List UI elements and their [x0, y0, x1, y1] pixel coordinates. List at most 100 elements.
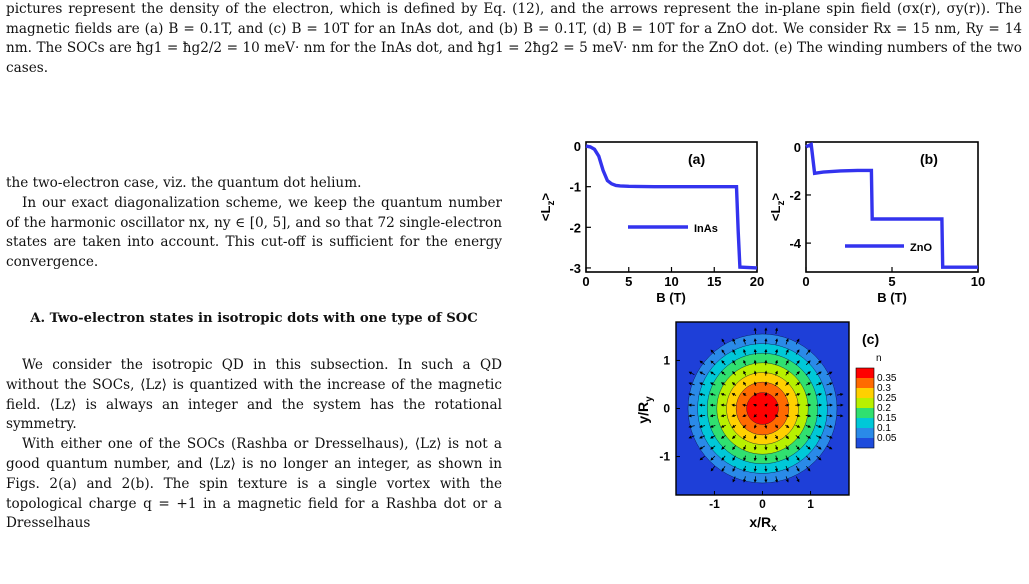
spin-arrow: [785, 434, 789, 440]
spin-arrow: [774, 370, 778, 376]
spin-arrow: [710, 435, 716, 439]
spin-arrow: [699, 424, 706, 428]
spin-arrow: [743, 445, 747, 451]
section-title: Two-electron states in isotropic dots wi…: [49, 310, 478, 326]
panel-b: 0 5 10 0 -2 -4 (b) ZnO B (T) <Lz>: [768, 140, 985, 305]
panel-a-legend-label: InAs: [694, 223, 718, 235]
spin-arrow: [774, 424, 779, 429]
spin-arrow: [732, 360, 736, 366]
spin-arrow: [699, 435, 706, 439]
panel-c-ytick-label: -1: [659, 450, 670, 464]
spin-arrow: [774, 413, 779, 417]
spin-arrow: [731, 414, 737, 418]
spin-arrow: [764, 434, 768, 440]
spin-arrow: [836, 392, 844, 397]
spin-arrow: [753, 434, 757, 440]
spin-arrow: [774, 349, 779, 355]
spin-arrow: [732, 455, 736, 461]
spin-arrow: [721, 465, 726, 472]
spin-arrow: [710, 349, 716, 355]
colorbar-level-label: 0.25: [877, 393, 897, 404]
spin-arrow: [816, 445, 822, 450]
spin-arrow: [795, 349, 800, 355]
spin-arrow: [785, 465, 789, 472]
spin-arrow: [826, 392, 833, 397]
panel-0-xtick-label: 10: [664, 274, 678, 289]
spin-arrow: [743, 370, 747, 376]
spin-arrow: [805, 435, 811, 439]
spin-arrow: [709, 424, 716, 428]
spin-arrow: [795, 382, 801, 386]
panel-c-xtick-label: -1: [709, 497, 720, 511]
spin-arrow: [785, 424, 790, 428]
spin-arrow: [710, 445, 716, 450]
panel-b-xlabel: B (T): [877, 290, 907, 305]
spin-arrow: [753, 455, 757, 462]
paragraph-2: In our exact diagonalization scheme, we …: [6, 194, 502, 271]
spin-arrow: [816, 424, 822, 428]
spin-arrow: [795, 371, 800, 376]
panel-1-ytick-label: -4: [789, 236, 801, 251]
panel-a-ylabel: <Lz>: [538, 193, 557, 222]
spin-arrow: [743, 455, 747, 462]
spin-arrow: [785, 455, 789, 462]
spin-arrow: [720, 414, 726, 418]
caption-text: pictures represent the density of the el…: [6, 1, 1022, 76]
spin-arrow: [709, 414, 716, 418]
spin-arrow: [805, 371, 811, 376]
spin-arrow: [795, 424, 801, 428]
panel-a-xlabel: B (T): [656, 290, 686, 305]
panel-0-ytick-label: -2: [569, 220, 581, 235]
spin-arrow: [699, 455, 705, 461]
spin-arrow: [785, 393, 790, 397]
spin-arrow: [743, 476, 747, 483]
density-contour: [697, 343, 828, 474]
panel-1-ytick-label: -2: [789, 188, 801, 203]
spin-arrow: [764, 381, 768, 386]
panel-c-xtick-label: 1: [807, 497, 814, 511]
spin-arrow: [785, 338, 789, 345]
spin-arrow: [805, 414, 812, 418]
spin-arrow: [743, 465, 747, 472]
panel-b-ylabel: <Lz>: [768, 193, 787, 222]
spin-arrow: [816, 392, 822, 397]
spin-arrow: [721, 349, 726, 355]
colorbar-level-label: 0.2: [877, 403, 891, 414]
spin-arrow: [743, 359, 747, 366]
spin-arrow: [816, 360, 822, 366]
spin-arrow: [742, 403, 747, 407]
panel-a: 0 5 10 15 20 0 -1 -2 -3 (a) InAs B (T) <Lz>: [538, 139, 764, 305]
spin-arrow: [795, 360, 800, 366]
spin-arrow: [732, 338, 736, 345]
spin-arrow: [774, 476, 779, 483]
panel-c-label: (c): [862, 331, 879, 347]
colorbar-title: n: [876, 353, 882, 364]
spin-arrow: [785, 349, 789, 355]
spin-arrow: [688, 414, 695, 418]
spin-arrow: [774, 381, 778, 386]
spin-arrow: [753, 348, 757, 355]
text-column: the two-electron case, viz. the quantum …: [6, 174, 502, 534]
spin-arrow: [731, 393, 737, 397]
spin-arrow: [753, 476, 757, 483]
colorbar-level-label: 0.1: [877, 423, 891, 434]
spin-arrow: [742, 414, 747, 417]
panel-c-frame: [675, 321, 850, 496]
spin-arrow: [732, 465, 736, 472]
panel-c-ylabel: y/Ry: [635, 396, 655, 424]
panel-b-series-zno: [805, 141, 978, 269]
spin-arrow: [699, 445, 706, 450]
figure-caption: pictures represent the density of the el…: [6, 0, 1022, 78]
colorbar-swatch: [856, 428, 874, 438]
spin-arrow: [732, 349, 736, 355]
panel-1-xtick-label: 10: [971, 274, 985, 289]
spin-arrow: [710, 455, 716, 461]
spin-arrow: [732, 435, 736, 439]
spin-arrow: [699, 371, 706, 376]
spin-arrow: [753, 338, 757, 345]
spin-arrow: [784, 414, 790, 418]
spin-arrow: [805, 382, 811, 386]
panel-c-ytick-label: 0: [663, 402, 670, 416]
spin-arrow: [753, 465, 757, 472]
spin-arrow: [805, 360, 811, 366]
